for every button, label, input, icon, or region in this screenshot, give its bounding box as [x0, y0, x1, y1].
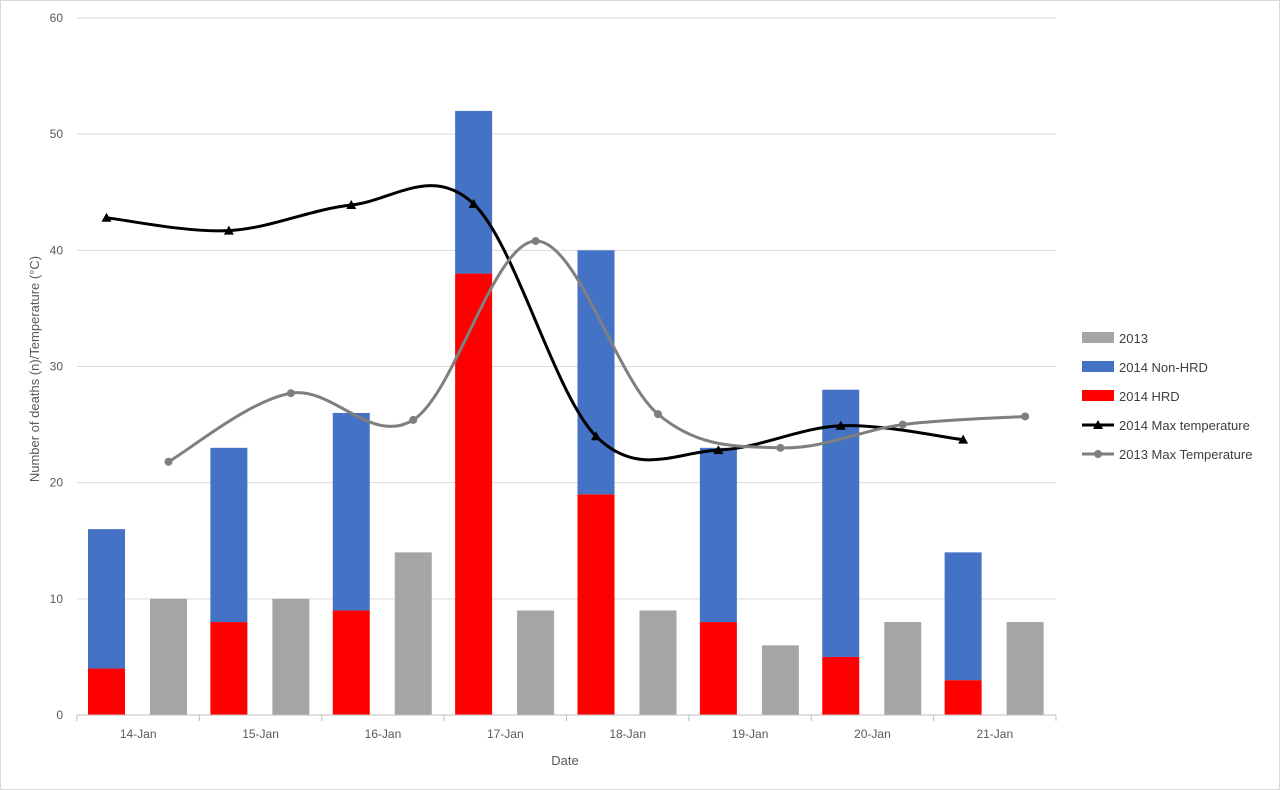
legend-swatch: [1082, 361, 1114, 372]
x-axis-title: Date: [551, 753, 578, 768]
legend-marker: [1093, 420, 1103, 429]
bar-2013: [272, 598, 310, 715]
bar-2013: [761, 645, 799, 715]
marker-2013-max-temperature: [898, 420, 907, 429]
y-axis-title: Number of deaths (n)/Temperature (°C): [27, 256, 42, 482]
bar-2014-non-hrd: [210, 447, 248, 623]
line-2013-max-temperature: [167, 239, 1026, 464]
bar-2014-non-hrd: [88, 529, 125, 669]
marker-2013-max-temperature: [164, 457, 173, 466]
marker-2013-max-temperature: [776, 443, 785, 452]
bar-2014-hrd: [577, 494, 615, 715]
bar-2013: [394, 552, 432, 715]
legend-label: 2014 Non-HRD: [1119, 360, 1208, 375]
y-tick-label: 50: [50, 127, 64, 141]
marker-2014-max-temperature: [713, 445, 724, 455]
bar-2014-hrd: [332, 610, 370, 715]
bar-2014-hrd: [822, 656, 860, 715]
marker-2014-max-temperature: [346, 200, 357, 210]
bar-2014-non-hrd: [455, 110, 493, 274]
bar-2013: [639, 610, 677, 715]
x-tick-label: 19-Jan: [732, 727, 769, 741]
marker-2014-max-temperature: [223, 225, 234, 235]
lines: [101, 184, 1030, 466]
bar-2014-hrd: [944, 680, 982, 715]
legend-label: 2014 Max temperature: [1119, 418, 1250, 433]
line-2014-max-temperature: [106, 184, 964, 462]
bar-2014-non-hrd: [944, 552, 982, 681]
legend-label: 2013: [1119, 331, 1148, 346]
legend-label: 2013 Max Temperature: [1119, 447, 1252, 462]
marker-2013-max-temperature: [654, 410, 662, 419]
bar-2014-hrd: [88, 668, 125, 715]
marker-2014-max-temperature: [835, 420, 846, 430]
axes: 0 10 20 30 40 50 60 14-Jan 15-Jan 16-Jan 17-Jan 18-…: [50, 11, 1057, 741]
y-tick-label: 20: [50, 476, 64, 490]
legend-swatch: [1082, 390, 1114, 401]
bars: [88, 110, 1044, 715]
y-tick-label: 30: [50, 360, 64, 374]
bar-2014-hrd: [210, 622, 248, 715]
y-tick-label: 60: [50, 11, 64, 25]
x-tick-label: 14-Jan: [120, 727, 157, 741]
bar-2013: [884, 622, 922, 715]
bar-2014-hrd: [455, 273, 493, 715]
marker-2013-max-temperature: [531, 237, 540, 246]
marker-2014-max-temperature: [591, 431, 601, 441]
bar-2013: [517, 610, 555, 715]
x-tick-label: 16-Jan: [365, 727, 402, 741]
legend-label: 2014 HRD: [1119, 389, 1180, 404]
x-tick-label: 17-Jan: [487, 727, 524, 741]
marker-2014-max-temperature: [468, 198, 479, 208]
bar-2013: [150, 598, 187, 715]
legend-marker: [1094, 450, 1102, 458]
x-tick-label: 18-Jan: [609, 727, 646, 741]
x-tick-label: 21-Jan: [976, 727, 1013, 741]
bar-2013: [1006, 622, 1044, 715]
marker-2014-max-temperature: [101, 212, 112, 222]
y-tick-label: 40: [50, 243, 64, 257]
x-tick-label: 20-Jan: [854, 727, 891, 741]
y-tick-label: 0: [56, 708, 63, 722]
bar-2014-non-hrd: [332, 412, 370, 611]
marker-2013-max-temperature: [1021, 412, 1030, 421]
bar-2014-non-hrd: [822, 389, 860, 657]
bar-2014-hrd: [699, 622, 737, 715]
bar-2014-non-hrd: [699, 447, 737, 623]
marker-2014-max-temperature: [958, 434, 969, 444]
legend: 2013 2014 Non-HRD 2014 HRD 2014 Max tempera…: [1082, 331, 1252, 462]
legend-swatch: [1082, 332, 1114, 343]
marker-2013-max-temperature: [409, 415, 418, 424]
x-tick-label: 15-Jan: [242, 727, 279, 741]
marker-2013-max-temperature: [286, 389, 295, 398]
y-tick-label: 10: [50, 592, 64, 606]
